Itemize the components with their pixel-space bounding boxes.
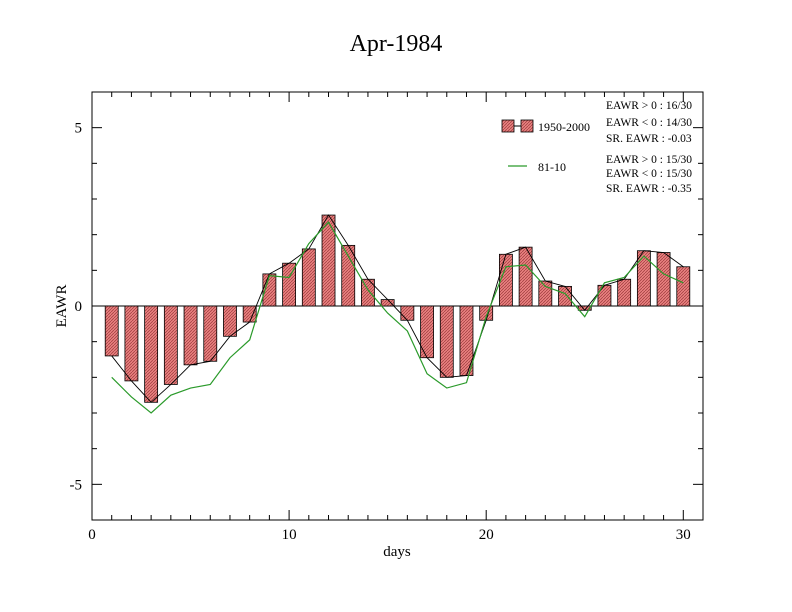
bar-day-4 xyxy=(163,305,178,385)
bar-day-16 xyxy=(400,305,415,321)
bar-day-12 xyxy=(321,214,336,307)
bar-series xyxy=(104,214,691,403)
bar-day-5 xyxy=(183,305,198,366)
x-tick-label-0: 0 xyxy=(88,527,96,543)
legend-label-line: 81-10 xyxy=(538,160,566,174)
bar-day-8 xyxy=(242,305,257,323)
stat-line-sr: SR. EAWR : -0.35 xyxy=(606,183,692,195)
line-series-group xyxy=(111,214,684,414)
legend-bar-swatch-right xyxy=(520,119,534,133)
y-tick-label-5: 5 xyxy=(75,121,83,137)
bar-day-3 xyxy=(144,305,159,403)
bar-day-13 xyxy=(341,244,356,307)
bar-day-2 xyxy=(124,305,139,382)
bar-day-15 xyxy=(380,299,395,307)
bar-day-23 xyxy=(538,280,553,307)
line-series-81-10 xyxy=(111,221,684,414)
x-axis-label: days xyxy=(383,544,411,560)
stat-line-negative: EAWR < 0 : 15/30 xyxy=(606,168,692,180)
bar-day-18 xyxy=(439,305,454,378)
x-tick-label-20: 20 xyxy=(479,527,494,543)
legend-label-bar: 1950-2000 xyxy=(538,120,590,134)
stat-bar-negative: EAWR < 0 : 14/30 xyxy=(606,117,692,129)
y-axis-ticks: -5 0 5 xyxy=(70,91,703,521)
y-axis-label: EAWR xyxy=(54,285,70,328)
bar-day-30 xyxy=(676,266,691,307)
bar-day-24 xyxy=(558,285,572,307)
legend-entry-line: 81-10 xyxy=(508,160,566,174)
bar-day-1 xyxy=(104,305,119,357)
bar-day-22 xyxy=(518,246,533,307)
bar-day-27 xyxy=(617,278,632,307)
bar-day-11 xyxy=(301,248,316,307)
bar-day-26 xyxy=(597,284,612,307)
bar-day-19 xyxy=(459,305,474,376)
stat-line-positive: EAWR > 0 : 15/30 xyxy=(606,154,692,166)
stat-bar-positive: EAWR > 0 : 16/30 xyxy=(606,100,692,112)
stat-bar-sr: SR. EAWR : -0.03 xyxy=(606,133,692,145)
bar-day-28 xyxy=(636,250,651,307)
legend: 1950-2000 81-10 xyxy=(501,119,590,174)
bar-day-6 xyxy=(203,305,218,362)
bar-day-29 xyxy=(656,252,671,307)
x-tick-label-30: 30 xyxy=(676,527,691,543)
y-tick-label-0: 0 xyxy=(75,299,83,315)
stats-annotation: EAWR > 0 : 16/30 EAWR < 0 : 14/30 SR. EA… xyxy=(606,100,692,195)
legend-entry-bar: 1950-2000 xyxy=(501,119,590,134)
x-tick-label-10: 10 xyxy=(282,527,297,543)
y-tick-label--5: -5 xyxy=(70,477,83,493)
x-axis-ticks: 0 10 20 30 xyxy=(88,92,704,543)
bar-series-connector-line xyxy=(111,214,684,403)
bar-day-21 xyxy=(498,253,513,307)
legend-bar-swatch-left xyxy=(501,119,515,133)
chart-title: Apr-1984 xyxy=(350,31,443,57)
bar-day-7 xyxy=(223,305,237,337)
